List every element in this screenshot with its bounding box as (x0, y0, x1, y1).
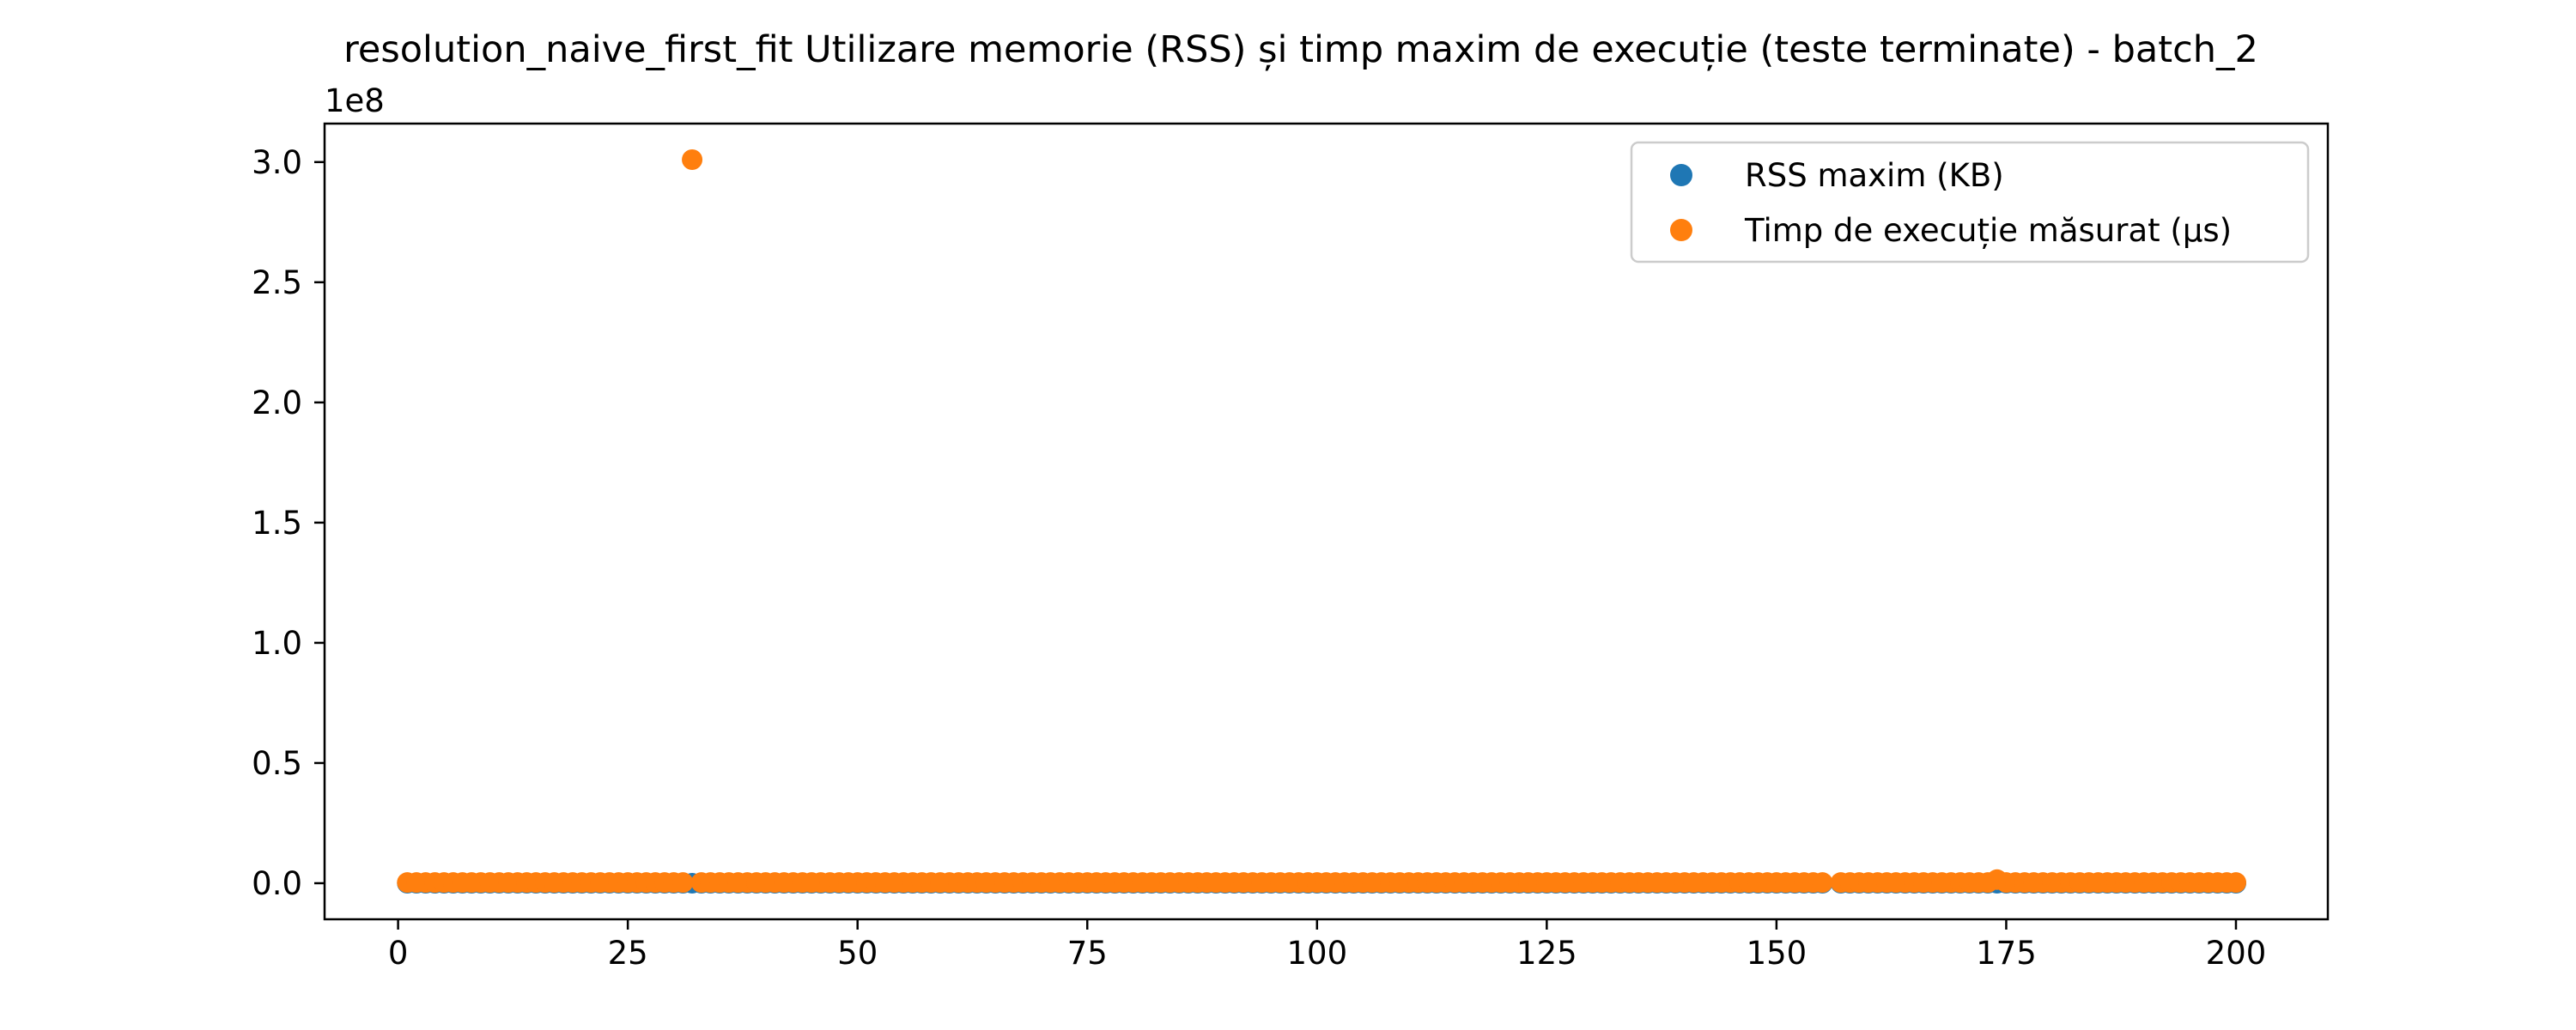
legend-marker (1670, 164, 1692, 186)
x-tick-label: 75 (1067, 935, 1108, 972)
y-tick-label: 0.0 (252, 865, 302, 902)
plot-points (397, 149, 2246, 894)
legend-marker (1670, 219, 1692, 241)
data-point (682, 149, 703, 171)
data-point (1812, 872, 1833, 894)
y-tick-label: 2.5 (252, 264, 302, 301)
y-tick-label: 0.5 (252, 745, 302, 782)
x-tick-label: 0 (388, 935, 409, 972)
x-tick-label: 150 (1747, 935, 1807, 972)
chart-title: resolution_naive_first_fit Utilizare mem… (343, 28, 2258, 71)
legend-label: Timp de execuție măsurat (µs) (1744, 212, 2232, 249)
x-tick-label: 125 (1516, 935, 1577, 972)
x-tick-label: 50 (837, 935, 878, 972)
y-tick-label: 2.0 (252, 385, 302, 421)
x-tick-label: 100 (1286, 935, 1347, 972)
plot-frame (323, 122, 2330, 921)
y-tick-label: 1.5 (252, 505, 302, 542)
legend-box (1630, 141, 2310, 264)
y-axis-offset-label: 1e8 (325, 82, 385, 119)
legend-label: RSS maxim (KB) (1745, 157, 2004, 194)
x-tick-label: 200 (2206, 935, 2267, 972)
y-tick-label: 3.0 (252, 144, 302, 181)
x-axis: 0 25 50 75 100 125 150 175 200 (388, 919, 2266, 972)
legend: RSS maxim (KB) Timp de execuție măsurat (… (1630, 141, 2310, 264)
x-tick-label: 25 (608, 935, 648, 972)
y-axis: 0.0 0.5 1.0 1.5 2.0 2.5 3.0 (252, 144, 325, 902)
series-1-points (397, 149, 2246, 894)
data-point (672, 872, 694, 894)
data-point (2225, 872, 2246, 894)
y-tick-label: 1.0 (252, 625, 302, 662)
x-tick-label: 175 (1976, 935, 2037, 972)
